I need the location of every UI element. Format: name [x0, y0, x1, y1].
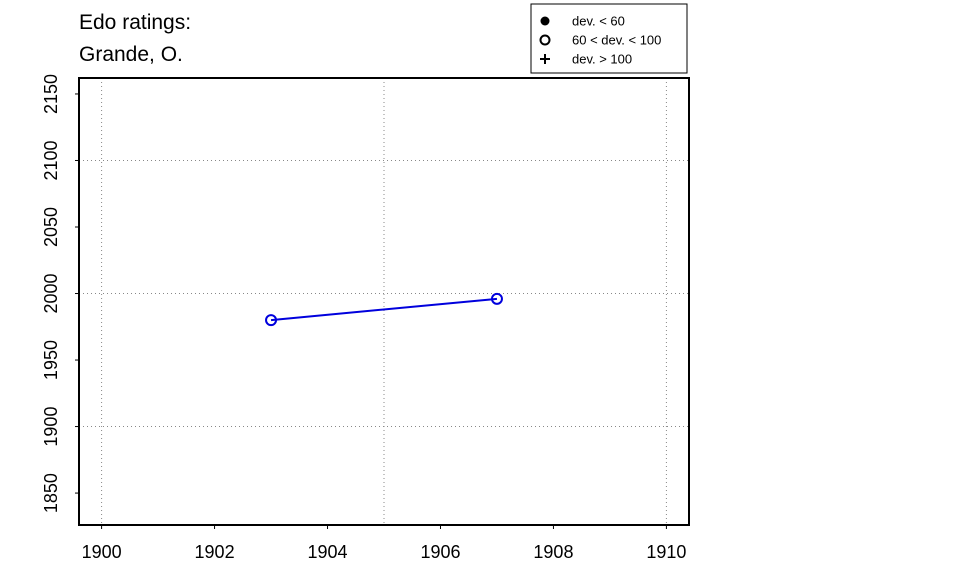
x-tick-label: 1904 [307, 542, 347, 562]
x-tick-label: 1910 [646, 542, 686, 562]
legend-symbol [540, 16, 550, 26]
y-tick-label: 2000 [41, 273, 61, 313]
x-tick-label: 1902 [195, 542, 235, 562]
y-tick-label: 2050 [41, 207, 61, 247]
legend-box [530, 3, 688, 74]
legend-symbol [539, 34, 551, 46]
data-point [265, 314, 278, 327]
x-tick-label: 1908 [533, 542, 573, 562]
x-tick-label: 1906 [420, 542, 460, 562]
y-tick-label: 1900 [41, 407, 61, 447]
legend-symbol [540, 54, 550, 64]
legend-label: 60 < dev. < 100 [572, 33, 661, 48]
legend-label: dev. < 60 [572, 14, 625, 29]
series-line [270, 297, 498, 322]
x-tick-label: 1900 [82, 542, 122, 562]
chart-title: Grande, O. [79, 43, 183, 66]
y-tick-label: 1850 [41, 473, 61, 513]
y-tick-label: 1950 [41, 340, 61, 380]
y-tick-label: 2150 [41, 74, 61, 114]
chart-title: Edo ratings: [79, 11, 191, 34]
y-tick-label: 2100 [41, 140, 61, 180]
plot-frame [78, 77, 690, 526]
data-point [490, 292, 503, 305]
legend-label: dev. > 100 [572, 52, 632, 67]
